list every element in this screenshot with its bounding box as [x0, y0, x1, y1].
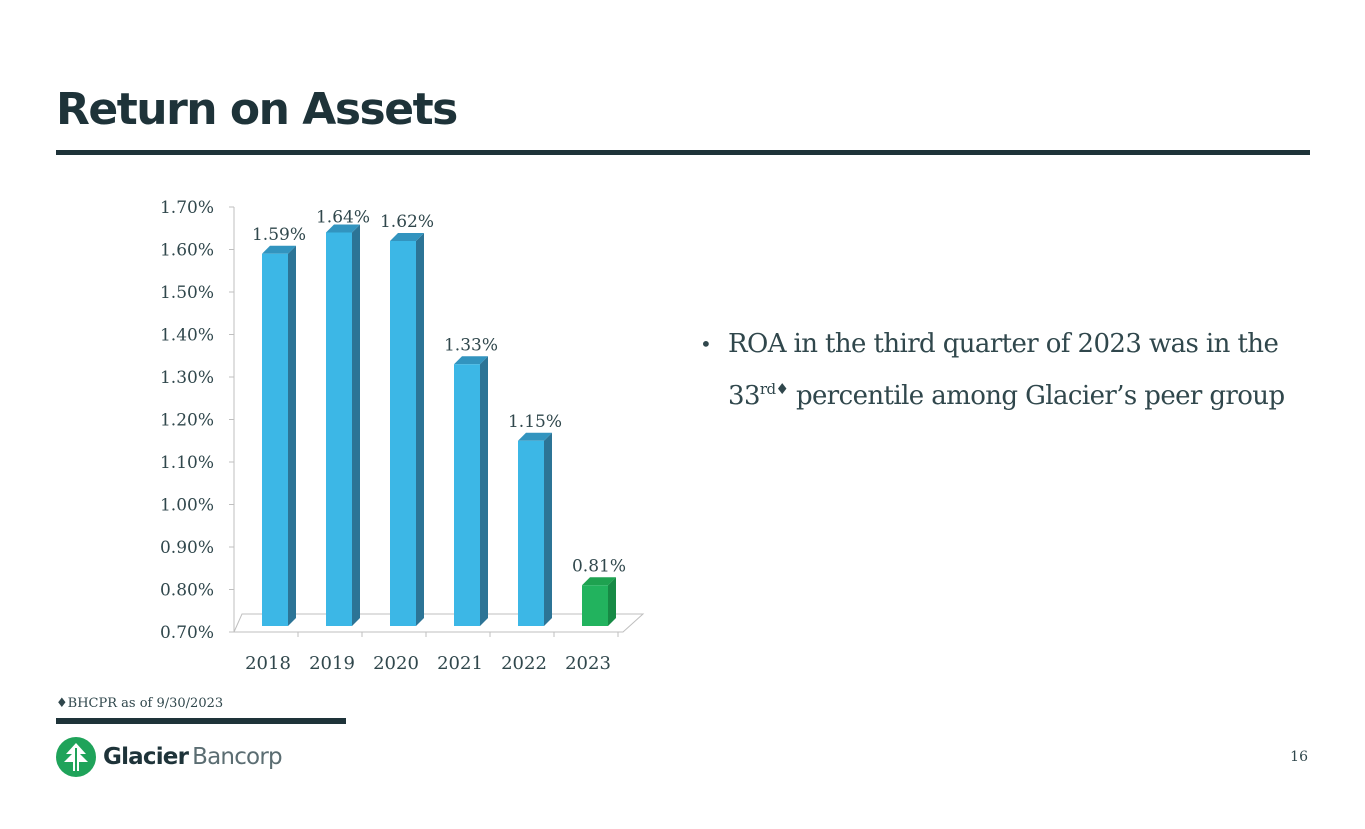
footnote: ♦BHCPR as of 9/30/2023 [56, 696, 224, 711]
x-tick-label-2019: 2019 [309, 653, 355, 674]
bar-top-2023 [582, 577, 616, 586]
title-divider [56, 150, 1310, 155]
y-tick-label: 1.70% [160, 198, 214, 218]
bar-2023 [582, 585, 608, 626]
y-tick-label: 1.40% [160, 326, 214, 346]
x-tick-label-2020: 2020 [373, 653, 419, 674]
y-tick-label: 0.90% [160, 538, 214, 558]
y-tick-label: 0.80% [160, 581, 214, 601]
bar-2022 [518, 440, 544, 626]
bar-top-2022 [518, 432, 552, 441]
bar-side-2019 [352, 224, 360, 626]
glacier-mountain-icon [56, 737, 96, 777]
data-label-2019: 1.64% [316, 208, 370, 228]
data-label-2021: 1.33% [444, 335, 498, 355]
data-label-2018: 1.59% [252, 225, 306, 245]
x-tick-label-2018: 2018 [245, 653, 291, 674]
company-logo: Glacier Bancorp [56, 736, 283, 778]
bullet-text-prefix: ROA in the third quarter of 2023 was in … [728, 329, 1279, 411]
logo-name-bold: Glacier [103, 744, 189, 770]
x-tick-label-2021: 2021 [437, 653, 483, 674]
bullet-text: ROA in the third quarter of 2023 was in … [700, 322, 1312, 419]
data-label-2023: 0.81% [572, 556, 626, 576]
bar-top-2019 [326, 224, 360, 233]
bar-side-2023 [608, 577, 616, 626]
y-tick-label: 1.60% [160, 241, 214, 261]
bar-2021 [454, 364, 480, 626]
bullet-superscript: rd♦ [759, 380, 789, 398]
y-tick-label: 1.30% [160, 368, 214, 388]
bar-side-2020 [416, 233, 424, 626]
page-number: 16 [1290, 749, 1308, 765]
y-tick-label: 1.00% [160, 496, 214, 516]
bar-top-2018 [262, 245, 296, 254]
logo-wordmark: Glacier Bancorp [103, 744, 283, 770]
data-label-2020: 1.62% [380, 212, 434, 232]
x-tick-label-2022: 2022 [501, 653, 547, 674]
bar-top-2021 [454, 356, 488, 365]
bar-side-2018 [288, 245, 296, 626]
bullet-dot: • [700, 332, 712, 356]
logo-name-light: Bancorp [192, 744, 282, 770]
data-label-2022: 1.15% [508, 412, 562, 432]
bar-2018 [262, 253, 288, 626]
bar-side-2021 [480, 356, 488, 626]
bullet-text-suffix: percentile among Glacier’s peer group [788, 381, 1285, 411]
roa-bar-chart: 0.70% 0.80% 0.90% 1.00% 1.10% 1.20% 1.30% 1.40%… [160, 198, 645, 674]
bar-2020 [390, 241, 416, 626]
x-tick-label-2023: 2023 [565, 653, 611, 674]
y-tick-label: 1.50% [160, 283, 214, 303]
y-tick-label: 0.70% [160, 623, 214, 643]
footer-divider [56, 718, 346, 724]
bullet-point: • ROA in the third quarter of 2023 was i… [700, 322, 1312, 419]
page-title: Return on Assets [56, 84, 458, 135]
y-tick-label: 1.20% [160, 411, 214, 431]
y-tick-label: 1.10% [160, 453, 214, 473]
bar-2019 [326, 232, 352, 626]
bar-side-2022 [544, 432, 552, 626]
bar-top-2020 [390, 233, 424, 241]
